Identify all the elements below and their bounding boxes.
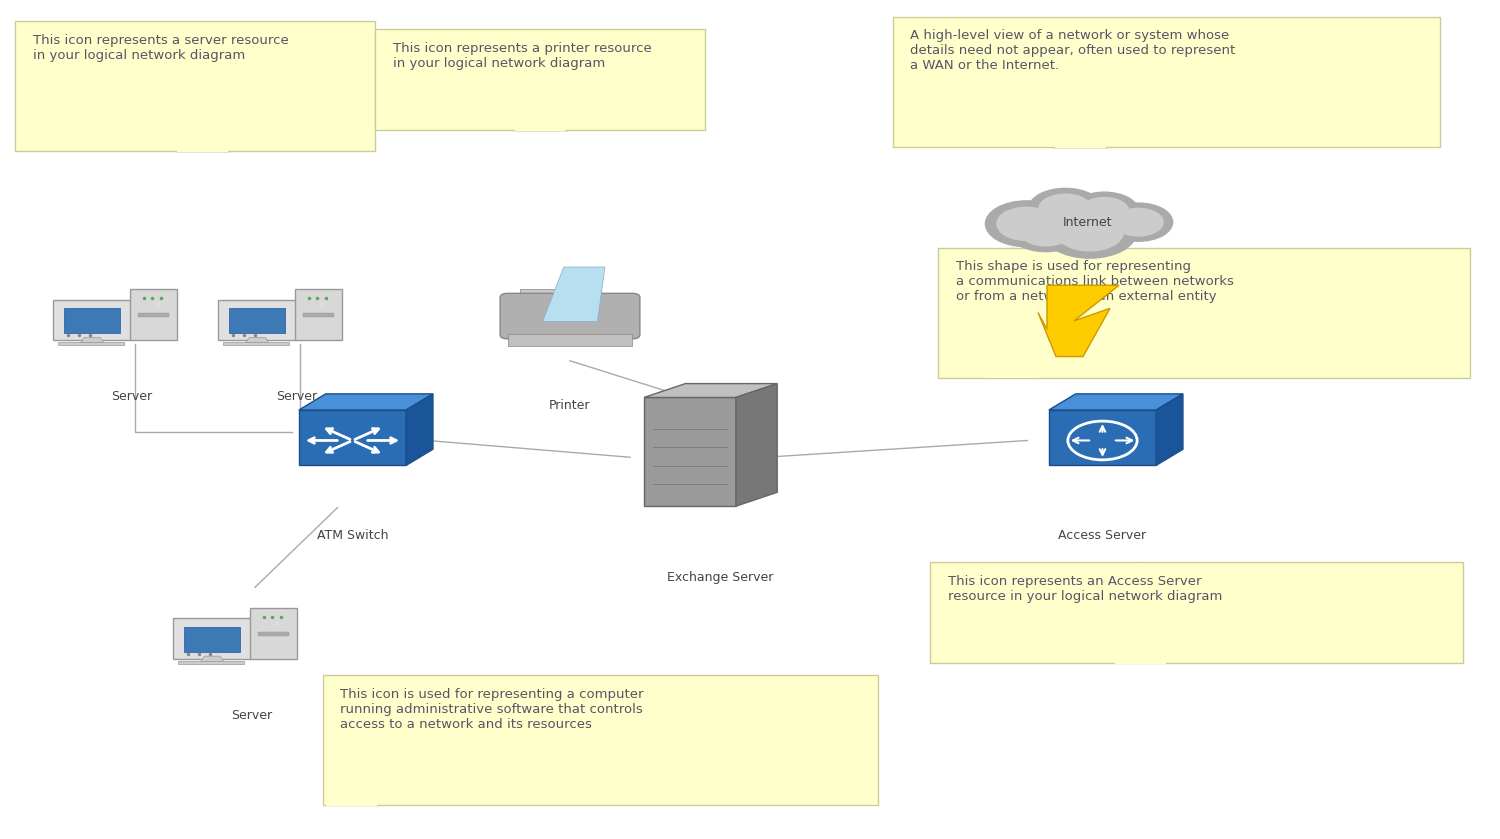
FancyBboxPatch shape (930, 562, 1462, 663)
Polygon shape (1113, 562, 1167, 663)
FancyBboxPatch shape (58, 342, 124, 345)
Circle shape (1114, 208, 1162, 236)
Polygon shape (1156, 393, 1184, 466)
FancyBboxPatch shape (520, 289, 602, 298)
FancyBboxPatch shape (224, 342, 290, 345)
FancyBboxPatch shape (15, 21, 375, 151)
Circle shape (1029, 189, 1102, 230)
Polygon shape (1038, 285, 1119, 357)
Text: This icon represents an Access Server
resource in your logical network diagram: This icon represents an Access Server re… (948, 575, 1222, 602)
FancyBboxPatch shape (987, 373, 1038, 378)
FancyBboxPatch shape (54, 300, 130, 340)
Polygon shape (298, 393, 433, 410)
FancyBboxPatch shape (1114, 659, 1166, 664)
Text: This shape is used for representing
a communications link between networks
or fr: This shape is used for representing a co… (956, 260, 1233, 303)
FancyBboxPatch shape (298, 410, 406, 466)
Polygon shape (543, 267, 604, 321)
Text: This icon represents a server resource
in your logical network diagram: This icon represents a server resource i… (33, 34, 288, 61)
FancyBboxPatch shape (507, 334, 633, 346)
Polygon shape (644, 398, 736, 506)
Text: A high-level view of a network or system whose
details need not appear, often us: A high-level view of a network or system… (910, 29, 1236, 72)
FancyBboxPatch shape (230, 308, 285, 333)
Circle shape (1056, 213, 1124, 251)
Text: Exchange Server: Exchange Server (668, 571, 772, 583)
Circle shape (998, 207, 1056, 240)
Polygon shape (81, 337, 104, 342)
Text: Server: Server (276, 390, 318, 403)
Text: This icon is used for representing a computer
running administrative software th: This icon is used for representing a com… (340, 688, 644, 731)
FancyBboxPatch shape (322, 675, 878, 805)
Circle shape (1010, 211, 1083, 252)
FancyBboxPatch shape (184, 627, 240, 652)
FancyBboxPatch shape (251, 607, 297, 659)
FancyBboxPatch shape (514, 126, 566, 131)
FancyBboxPatch shape (219, 300, 296, 340)
Circle shape (1042, 206, 1137, 258)
Circle shape (986, 201, 1068, 247)
Text: Server: Server (111, 390, 153, 403)
Polygon shape (1048, 393, 1184, 410)
Polygon shape (644, 383, 777, 398)
FancyBboxPatch shape (1048, 410, 1156, 466)
Polygon shape (986, 248, 1039, 378)
FancyBboxPatch shape (130, 289, 177, 340)
FancyBboxPatch shape (177, 147, 228, 152)
FancyBboxPatch shape (326, 801, 376, 806)
FancyBboxPatch shape (500, 294, 640, 339)
Text: Server: Server (231, 709, 273, 722)
FancyBboxPatch shape (296, 289, 342, 340)
Polygon shape (246, 337, 268, 342)
Text: ATM Switch: ATM Switch (316, 529, 388, 541)
FancyBboxPatch shape (138, 313, 168, 317)
Circle shape (1071, 192, 1138, 231)
FancyBboxPatch shape (178, 661, 244, 664)
Polygon shape (324, 675, 378, 805)
Circle shape (1104, 203, 1173, 242)
FancyBboxPatch shape (892, 17, 1440, 147)
Text: Access Server: Access Server (1059, 529, 1146, 541)
Text: Printer: Printer (549, 399, 591, 411)
Text: Internet: Internet (1062, 216, 1112, 229)
Text: This icon represents a printer resource
in your logical network diagram: This icon represents a printer resource … (393, 42, 651, 70)
Circle shape (1038, 194, 1092, 224)
FancyBboxPatch shape (375, 29, 705, 130)
FancyBboxPatch shape (174, 618, 250, 659)
Circle shape (1019, 216, 1072, 246)
FancyBboxPatch shape (303, 313, 333, 317)
Polygon shape (736, 383, 777, 506)
FancyBboxPatch shape (258, 632, 288, 636)
Polygon shape (406, 393, 433, 466)
FancyBboxPatch shape (64, 308, 120, 333)
FancyBboxPatch shape (1054, 143, 1106, 148)
FancyBboxPatch shape (938, 248, 1470, 378)
Polygon shape (201, 656, 223, 661)
Circle shape (1080, 197, 1130, 225)
